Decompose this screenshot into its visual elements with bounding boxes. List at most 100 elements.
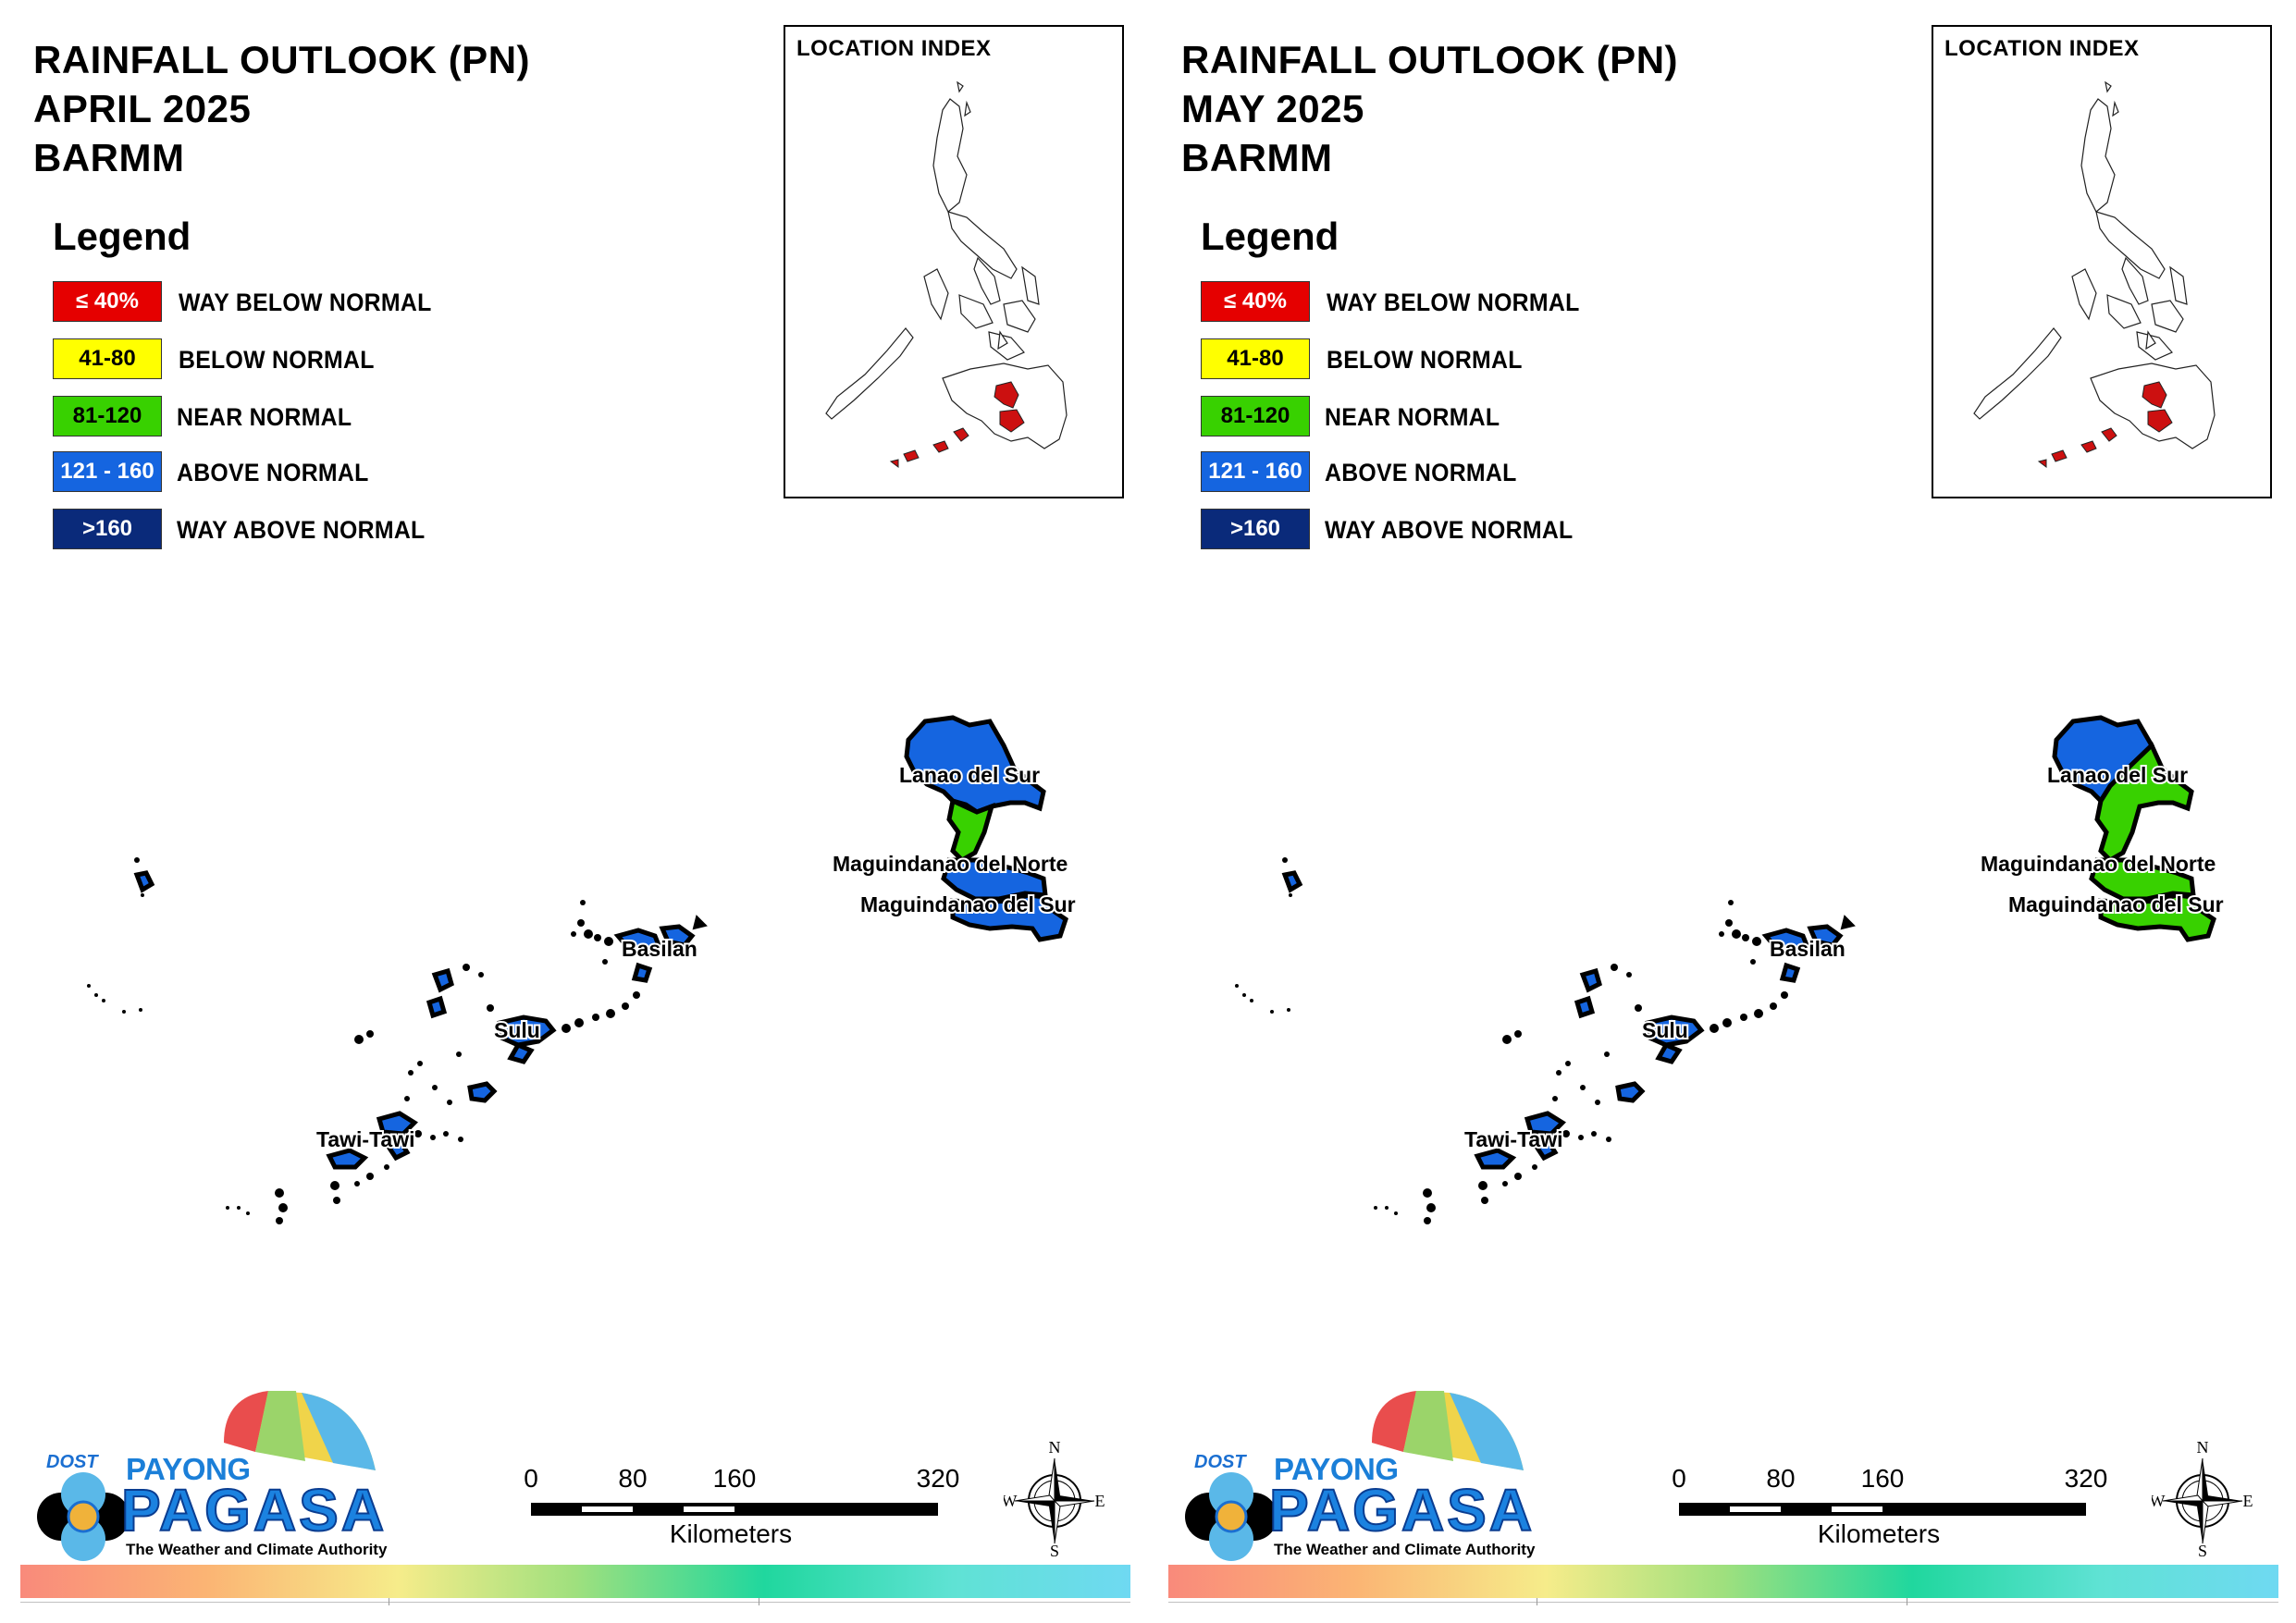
legend-item-below: 41-80 BELOW NORMAL xyxy=(1201,338,1663,381)
sulu-islands xyxy=(1574,967,1705,1103)
scale-bar-graphic xyxy=(1679,1503,2086,1516)
compass-w: W xyxy=(1004,1492,1018,1510)
map-title: RAINFALL OUTLOOK (PN) APRIL 2025 BARMM xyxy=(33,35,530,182)
legend-item-near: 81-120 NEAR NORMAL xyxy=(53,396,515,438)
compass-e: E xyxy=(1095,1492,1105,1510)
legend-item-way-above: >160 WAY ABOVE NORMAL xyxy=(53,509,515,551)
umbrella-icon xyxy=(1185,1391,1524,1561)
compass-w: W xyxy=(2152,1492,2166,1510)
scale-tick-160: 160 xyxy=(712,1464,757,1493)
legend-swatch: ≤ 40% xyxy=(53,281,162,322)
label-basilan: Basilan xyxy=(1770,937,1845,961)
title-line-2: APRIL 2025 xyxy=(33,87,252,130)
scale-unit-label: Kilometers xyxy=(669,1519,793,1548)
logo-dost-text: DOST xyxy=(1194,1452,1246,1472)
label-lanao-del-sur: Lanao del Sur xyxy=(2047,763,2188,787)
title-line-1: RAINFALL OUTLOOK (PN) xyxy=(33,38,531,81)
title-line-3: BARMM xyxy=(1181,136,1333,179)
scale-tick-0: 0 xyxy=(524,1464,538,1493)
scale-tick-0: 0 xyxy=(1672,1464,1686,1493)
label-sulu: Sulu xyxy=(494,1018,540,1042)
title-line-1: RAINFALL OUTLOOK (PN) xyxy=(1181,38,1679,81)
tawi-tawi-islands xyxy=(1281,870,1566,1170)
philippines-index-map xyxy=(825,80,1068,468)
legend-swatch: 41-80 xyxy=(1201,338,1310,379)
map-panel-may: RAINFALL OUTLOOK (PN) MAY 2025 BARMM Leg… xyxy=(1148,0,2296,1623)
legend-label: BELOW NORMAL xyxy=(1327,346,1523,374)
label-sulu: Sulu xyxy=(1642,1018,1688,1042)
legend-item-way-below: ≤ 40% WAY BELOW NORMAL xyxy=(1201,281,1663,324)
logo-tagline: The Weather and Climate Authority xyxy=(126,1541,388,1558)
footer-rule xyxy=(1168,1602,2278,1603)
sulu-islands xyxy=(426,967,557,1103)
philippines-index-map xyxy=(1973,80,2216,468)
scale-tick-320: 320 xyxy=(916,1464,960,1493)
compass-s: S xyxy=(1050,1542,1059,1558)
payong-pagasa-logo: DOST PAYONG PAGASA The Weather and Clima… xyxy=(1176,1387,1546,1563)
location-index-title: LOCATION INDEX xyxy=(1944,36,2140,61)
scale-tick-160: 160 xyxy=(1860,1464,1905,1493)
label-maguindanao-del-norte: Maguindanao del Norte xyxy=(1981,852,2216,876)
legend-item-near: 81-120 NEAR NORMAL xyxy=(1201,396,1663,438)
compass-rose-icon: N S E W xyxy=(1004,1438,1105,1558)
maguindanao-del-sur-region xyxy=(950,892,1068,942)
map-title: RAINFALL OUTLOOK (PN) MAY 2025 BARMM xyxy=(1181,35,1678,182)
legend-title: Legend xyxy=(1201,215,1339,258)
logo-payong-text: PAYONG xyxy=(126,1452,251,1486)
location-index-inset: LOCATION INDEX xyxy=(784,25,1124,498)
compass-rose-icon: N S E W xyxy=(2152,1438,2253,1558)
legend-label: ABOVE NORMAL xyxy=(177,459,369,486)
legend-swatch: 41-80 xyxy=(53,338,162,379)
basilan-islands xyxy=(613,915,708,983)
legend-item-above: 121 - 160 ABOVE NORMAL xyxy=(53,451,515,494)
legend-swatch: 81-120 xyxy=(53,396,162,436)
lanao-del-sur-south-region xyxy=(2094,741,2194,864)
logo-tagline: The Weather and Climate Authority xyxy=(1274,1541,1536,1558)
payong-pagasa-logo: DOST PAYONG PAGASA The Weather and Clima… xyxy=(28,1387,398,1563)
legend-swatch: >160 xyxy=(53,509,162,549)
scale-tick-80: 80 xyxy=(1766,1464,1796,1493)
legend-label: BELOW NORMAL xyxy=(179,346,375,374)
label-lanao-del-sur: Lanao del Sur xyxy=(899,763,1040,787)
legend-label: WAY BELOW NORMAL xyxy=(1327,289,1580,316)
location-index-inset: LOCATION INDEX xyxy=(1932,25,2272,498)
label-tawi-tawi: Tawi-Tawi xyxy=(316,1127,415,1151)
legend-swatch: 121 - 160 xyxy=(53,451,162,492)
legend-title: Legend xyxy=(53,215,191,258)
umbrella-icon xyxy=(37,1391,376,1561)
basilan-islands xyxy=(1761,915,1856,983)
legend-label: WAY ABOVE NORMAL xyxy=(177,516,426,544)
compass-n: N xyxy=(2197,1438,2209,1457)
label-basilan: Basilan xyxy=(622,937,697,961)
label-maguindanao-del-sur: Maguindanao del Sur xyxy=(2008,892,2224,916)
scale-tick-320: 320 xyxy=(2064,1464,2108,1493)
footer-gradient-bar xyxy=(1168,1565,2278,1598)
scale-tick-80: 80 xyxy=(618,1464,648,1493)
legend-swatch: 121 - 160 xyxy=(1201,451,1310,492)
legend-label: WAY ABOVE NORMAL xyxy=(1325,516,1574,544)
logo-pagasa-text: PAGASA xyxy=(1268,1476,1536,1544)
legend-item-way-above: >160 WAY ABOVE NORMAL xyxy=(1201,509,1663,551)
barmm-main-map: Lanao del Sur Maguindanao del Norte Magu… xyxy=(1235,715,2226,1224)
compass-e: E xyxy=(2243,1492,2253,1510)
compass-n: N xyxy=(1049,1438,1061,1457)
scale-bar: 0 80 160 320 Kilometers xyxy=(524,1457,962,1558)
tawi-tawi-islands xyxy=(133,870,418,1170)
scale-unit-label: Kilometers xyxy=(1817,1519,1941,1548)
legend-swatch: ≤ 40% xyxy=(1201,281,1310,322)
maguindanao-del-sur-region xyxy=(2098,892,2216,942)
legend-item-above: 121 - 160 ABOVE NORMAL xyxy=(1201,451,1663,494)
title-line-2: MAY 2025 xyxy=(1181,87,1364,130)
logo-dost-text: DOST xyxy=(46,1452,98,1472)
title-line-3: BARMM xyxy=(33,136,185,179)
scale-bar: 0 80 160 320 Kilometers xyxy=(1672,1457,2110,1558)
logo-pagasa-text: PAGASA xyxy=(120,1476,388,1544)
footer-rule xyxy=(20,1602,1130,1603)
logo-payong-text: PAYONG xyxy=(1274,1452,1399,1486)
map-panel-april: RAINFALL OUTLOOK (PN) APRIL 2025 BARMM L… xyxy=(20,25,1130,1605)
legend-swatch: 81-120 xyxy=(1201,396,1310,436)
legend-label: ABOVE NORMAL xyxy=(1325,459,1517,486)
label-maguindanao-del-norte: Maguindanao del Norte xyxy=(833,852,1068,876)
lanao-del-sur-north-region xyxy=(904,715,1046,815)
barmm-main-map: Lanao del Sur Maguindanao del Norte Magu… xyxy=(87,715,1078,1224)
